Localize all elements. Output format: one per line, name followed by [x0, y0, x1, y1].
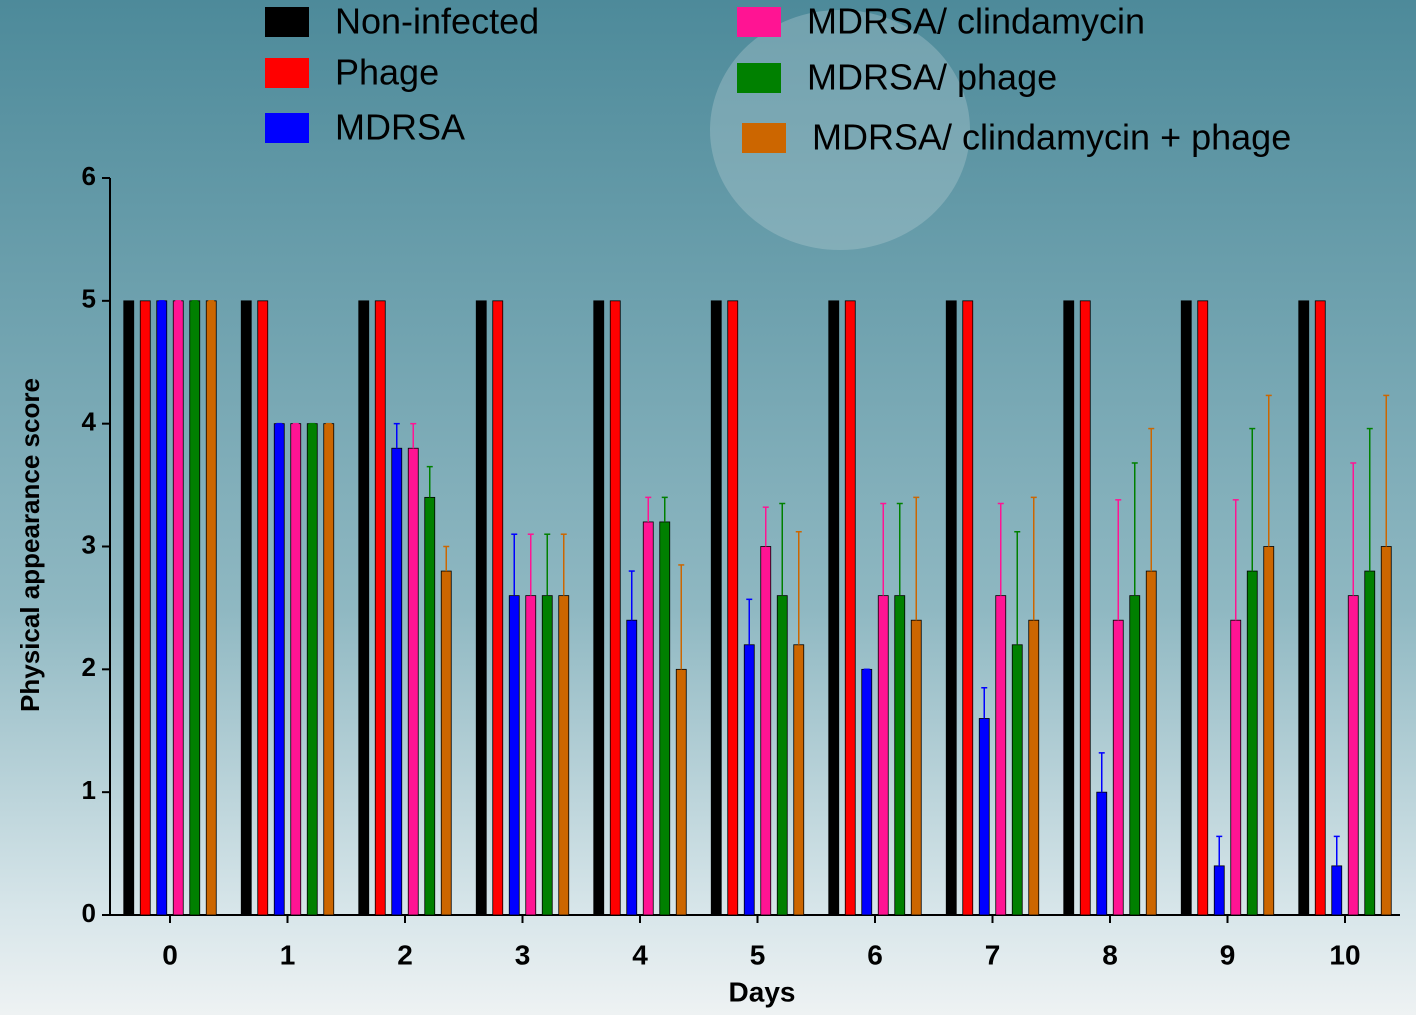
bar — [1214, 866, 1224, 915]
bar — [140, 301, 150, 915]
bar — [1181, 301, 1191, 915]
legend-label: MDRSA/ clindamycin + phage — [812, 117, 1291, 158]
x-tick-label: 0 — [162, 939, 178, 970]
bar — [979, 718, 989, 915]
legend-label: MDRSA/ phage — [807, 57, 1057, 98]
x-tick-label: 9 — [1220, 939, 1236, 970]
bar — [375, 301, 385, 915]
bar — [829, 301, 839, 915]
y-tick-label: 6 — [82, 161, 96, 191]
bar — [1198, 301, 1208, 915]
bar — [526, 596, 536, 915]
bar — [1365, 571, 1375, 915]
x-tick-label: 8 — [1102, 939, 1118, 970]
bar — [359, 301, 369, 915]
y-tick-label: 3 — [82, 529, 96, 559]
bar — [173, 301, 183, 915]
legend-swatch — [265, 7, 309, 37]
legend-label: MDRSA — [335, 107, 465, 148]
bar — [408, 448, 418, 915]
bar — [493, 301, 503, 915]
bar — [1146, 571, 1156, 915]
bar — [1299, 301, 1309, 915]
bar — [392, 448, 402, 915]
bar — [1113, 620, 1123, 915]
bar — [1064, 301, 1074, 915]
x-tick-label: 4 — [632, 939, 648, 970]
y-axis-label: Physical appearance score — [15, 378, 45, 712]
bar — [1130, 596, 1140, 915]
bar — [761, 547, 771, 916]
y-tick-label: 1 — [82, 775, 96, 805]
x-tick-label: 1 — [280, 939, 296, 970]
bar — [124, 301, 134, 915]
bar — [1315, 301, 1325, 915]
bar — [324, 424, 334, 915]
bar — [190, 301, 200, 915]
bar — [291, 424, 301, 915]
y-tick-label: 4 — [82, 407, 97, 437]
bar — [946, 301, 956, 915]
bar — [441, 571, 451, 915]
legend-swatch — [737, 7, 781, 37]
x-tick-label: 3 — [515, 939, 531, 970]
bar — [963, 301, 973, 915]
legend-swatch — [737, 63, 781, 93]
bar — [425, 497, 435, 915]
bar — [476, 301, 486, 915]
legend-label: Non-infected — [335, 1, 539, 42]
bar — [1231, 620, 1241, 915]
bar — [777, 596, 787, 915]
bar — [676, 669, 686, 915]
bar — [1381, 547, 1391, 916]
bar — [559, 596, 569, 915]
bar — [711, 301, 721, 915]
y-tick-label: 2 — [82, 652, 96, 682]
legend-swatch — [265, 58, 309, 88]
bar — [1332, 866, 1342, 915]
bar — [1097, 792, 1107, 915]
legend-label: MDRSA/ clindamycin — [807, 1, 1145, 42]
bar — [643, 522, 653, 915]
y-tick-label: 5 — [82, 284, 96, 314]
bar — [1080, 301, 1090, 915]
legend-swatch — [265, 113, 309, 143]
bar — [1247, 571, 1257, 915]
bar — [1348, 596, 1358, 915]
bar — [895, 596, 905, 915]
bar — [862, 669, 872, 915]
bar — [157, 301, 167, 915]
bar — [206, 301, 216, 915]
bar — [258, 301, 268, 915]
x-tick-label: 2 — [397, 939, 413, 970]
bar — [610, 301, 620, 915]
y-tick-label: 0 — [82, 898, 96, 928]
bar — [307, 424, 317, 915]
bar — [594, 301, 604, 915]
legend-label: Phage — [335, 52, 439, 93]
bar — [627, 620, 637, 915]
bar — [911, 620, 921, 915]
bar — [274, 424, 284, 915]
bar — [845, 301, 855, 915]
bar — [728, 301, 738, 915]
legend-swatch — [742, 123, 786, 153]
bar — [509, 596, 519, 915]
x-axis-label: Days — [729, 976, 796, 1007]
bar — [996, 596, 1006, 915]
chart: Days Physical appearance score 0 1 2 3 4 5 6 0 1… — [0, 0, 1416, 1015]
x-tick-label: 6 — [867, 939, 883, 970]
bar — [542, 596, 552, 915]
bar — [744, 645, 754, 915]
bar — [1012, 645, 1022, 915]
x-tick-label: 10 — [1329, 939, 1360, 970]
x-tick-label: 7 — [985, 939, 1001, 970]
bar — [1264, 547, 1274, 916]
bar — [794, 645, 804, 915]
bar — [878, 596, 888, 915]
x-tick-label: 5 — [750, 939, 766, 970]
bar — [241, 301, 251, 915]
bar — [660, 522, 670, 915]
bar — [1029, 620, 1039, 915]
